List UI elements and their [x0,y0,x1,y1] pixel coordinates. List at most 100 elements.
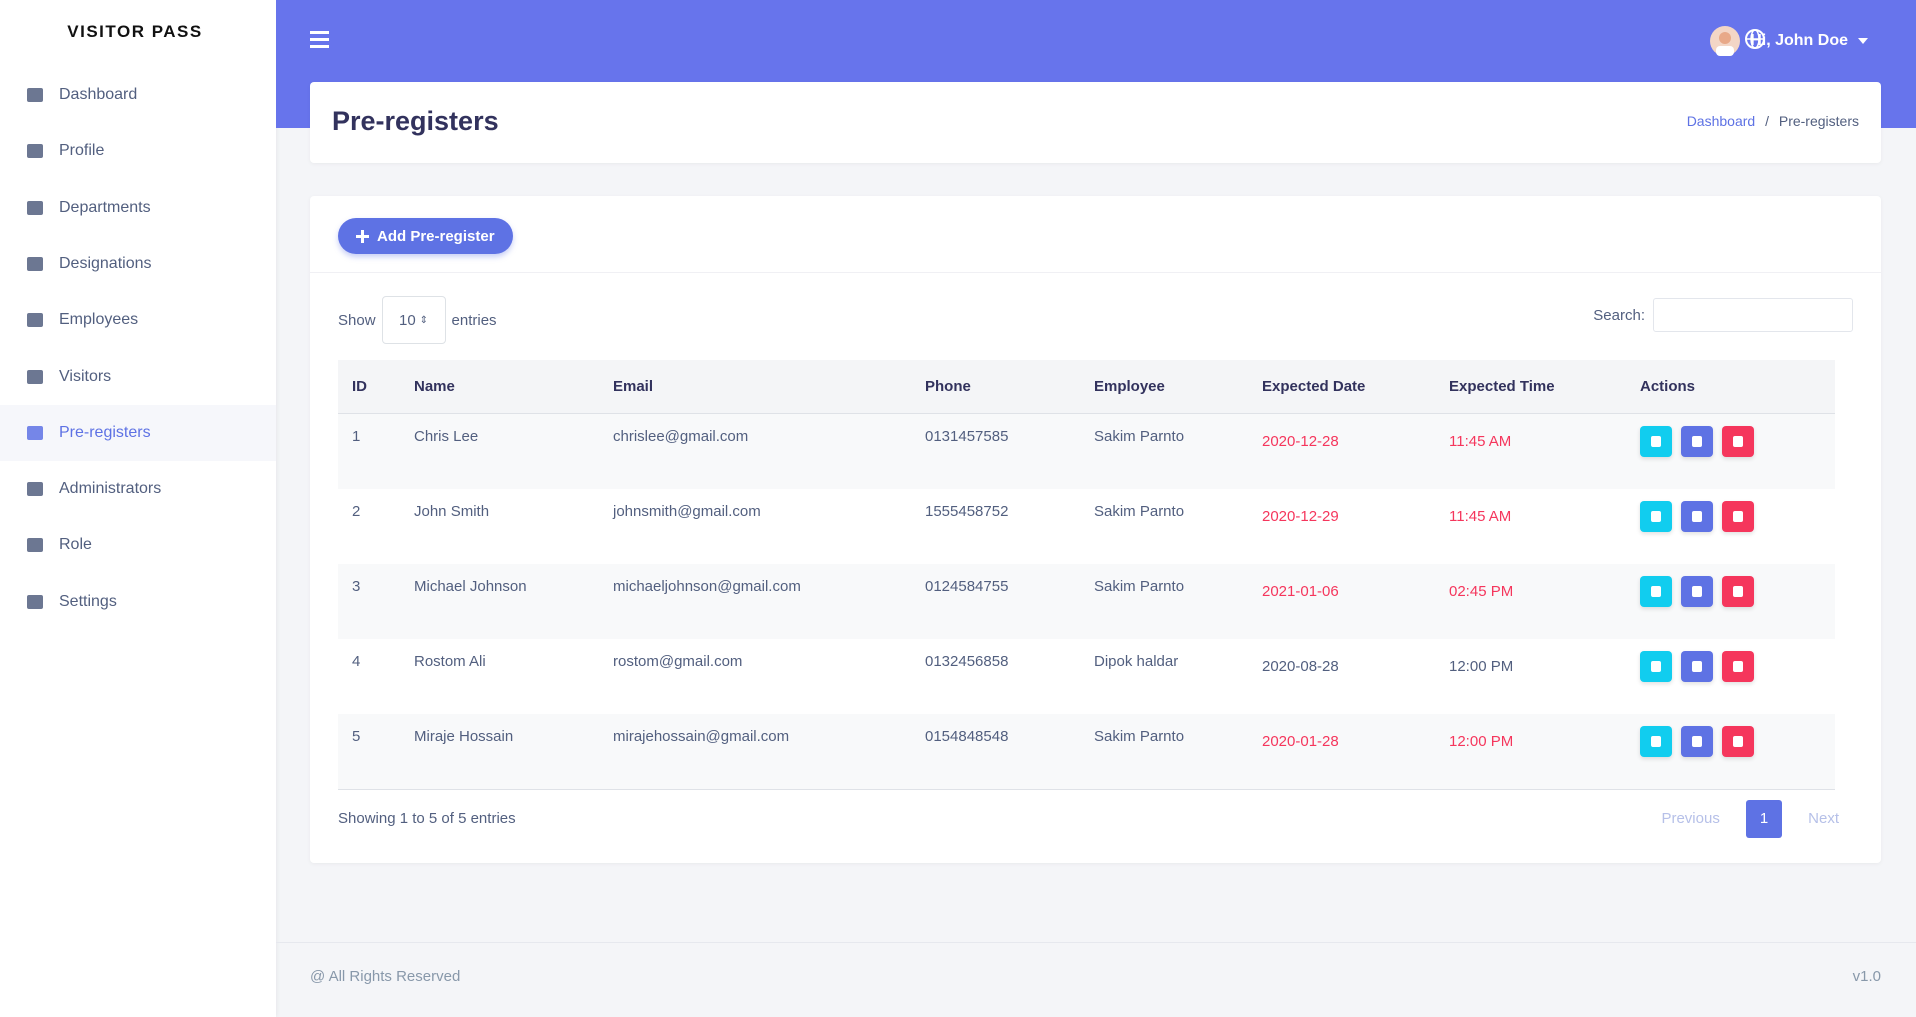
view-button[interactable] [1640,651,1672,682]
page-size-select[interactable]: 10 ⇕ [381,296,446,344]
page-size-value: 10 [398,311,416,329]
cell: 3 [352,578,361,595]
cell: 2020-08-28 [1262,658,1339,675]
cell: mirajehossain@gmail.com [613,728,790,745]
entries-label: entries [451,311,497,329]
menu-item[interactable]: Role [0,517,276,573]
next-button[interactable]: Next [1808,810,1839,827]
cell: 0154848548 [925,728,1009,745]
cell: michaeljohnson@gmail.com [613,578,801,595]
view-button[interactable] [1640,501,1672,532]
caret [1858,38,1868,44]
delete-button[interactable] [1722,576,1754,607]
button-icon [1651,661,1661,672]
cell: Dipok haldar [1094,653,1179,670]
menu-icon [27,256,43,271]
cell: 4 [352,653,361,670]
page-button[interactable]: 1 [1745,800,1783,838]
breadcrumb: Dashboard / Pre-registers [1687,113,1859,129]
add-button[interactable]: Add Pre-register [338,218,513,254]
cell: 2020-12-29 [1262,508,1339,525]
show-label: Show [338,311,376,329]
menu-label: Dashboard [59,86,138,103]
breadcrumb-separator: / [1765,113,1769,129]
menu-icon [27,594,43,609]
button-icon [1692,511,1702,522]
edit-button[interactable] [1681,576,1713,607]
cell: chrislee@gmail.com [613,428,749,445]
plus-icon [356,229,369,243]
view-button[interactable] [1640,726,1672,757]
menu-icon [27,369,43,384]
cell: 0124584755 [925,578,1009,595]
edit-button[interactable] [1681,501,1713,532]
cell: 12:00 PM [1449,658,1514,675]
page-size: Show 10 ⇕ entries [338,296,497,344]
button-icon [1692,661,1702,672]
footer-version: v1.0 [1852,968,1881,985]
add-button-label: Add Pre-register [377,227,495,245]
edit-button[interactable] [1681,651,1713,682]
cell: Sakim Parnto [1094,503,1185,520]
avatar [1710,26,1741,56]
previous-button[interactable]: Previous [1661,810,1720,827]
delete-button[interactable] [1722,726,1754,757]
search-input[interactable] [1653,298,1853,332]
language-icon[interactable] [1744,28,1766,50]
cell: Michael Johnson [414,578,527,595]
cell: johnsmith@gmail.com [613,503,761,520]
menu-toggle[interactable] [310,30,330,48]
menu-label: Profile [59,142,105,160]
breadcrumb-link[interactable]: Dashboard [1686,113,1756,129]
menu-item[interactable]: Profile [0,123,276,179]
edit-button[interactable] [1681,726,1713,757]
menu-item[interactable]: Designations [0,236,276,292]
menu-item[interactable]: Pre-registers [0,404,276,461]
search-label: Search: [1593,306,1645,324]
menu-item[interactable]: Visitors [0,349,276,405]
cell: Rostom Ali [414,653,486,670]
column-header: Expected Time [1449,378,1555,395]
cell: rostom@gmail.com [613,653,743,670]
delete-button[interactable] [1722,426,1754,457]
column-header: Actions [1640,378,1696,395]
table-header [338,360,1835,414]
menu-item[interactable]: Employees [0,292,276,348]
menu-icon [27,538,43,553]
menu-item[interactable]: Departments [0,180,276,236]
cell: Sakim Parnto [1094,728,1185,745]
button-icon [1733,661,1743,672]
table-row: 3 Michael Johnson michaeljohnson@gmail.com… [338,564,1835,639]
menu-label: Designations [59,254,152,272]
select-arrows: ⇕ [419,314,429,326]
menu-item[interactable]: Administrators [0,461,276,517]
button-icon [1733,511,1743,522]
footer-copyright: @ All Rights Reserved [310,968,461,985]
button-icon [1692,436,1702,447]
menu-label: Administrators [59,480,162,498]
cell: 12:00 PM [1449,733,1514,750]
delete-button[interactable] [1722,501,1754,532]
cell: 1 [352,428,361,445]
column-header: ID [352,378,367,395]
menu-item[interactable]: Dashboard [0,67,276,123]
menu-icon [27,482,43,497]
column-header: Email [613,378,654,395]
user-name: Hi, John Doe [1750,32,1848,49]
cell: John Smith [414,503,490,520]
cell: Sakim Parnto [1094,428,1185,445]
button-icon [1651,736,1661,747]
cell: 02:45 PM [1449,583,1514,600]
view-button[interactable] [1640,576,1672,607]
user-menu[interactable]: Hi, John Doe [1710,26,1868,56]
view-button[interactable] [1640,426,1672,457]
button-icon [1692,736,1702,747]
cell: Miraje Hossain [414,728,514,745]
page-title: Pre-registers [332,106,499,136]
button-icon [1733,736,1743,747]
menu-item[interactable]: Settings [0,574,276,630]
cell: 0132456858 [925,653,1009,670]
edit-button[interactable] [1681,426,1713,457]
delete-button[interactable] [1722,651,1754,682]
